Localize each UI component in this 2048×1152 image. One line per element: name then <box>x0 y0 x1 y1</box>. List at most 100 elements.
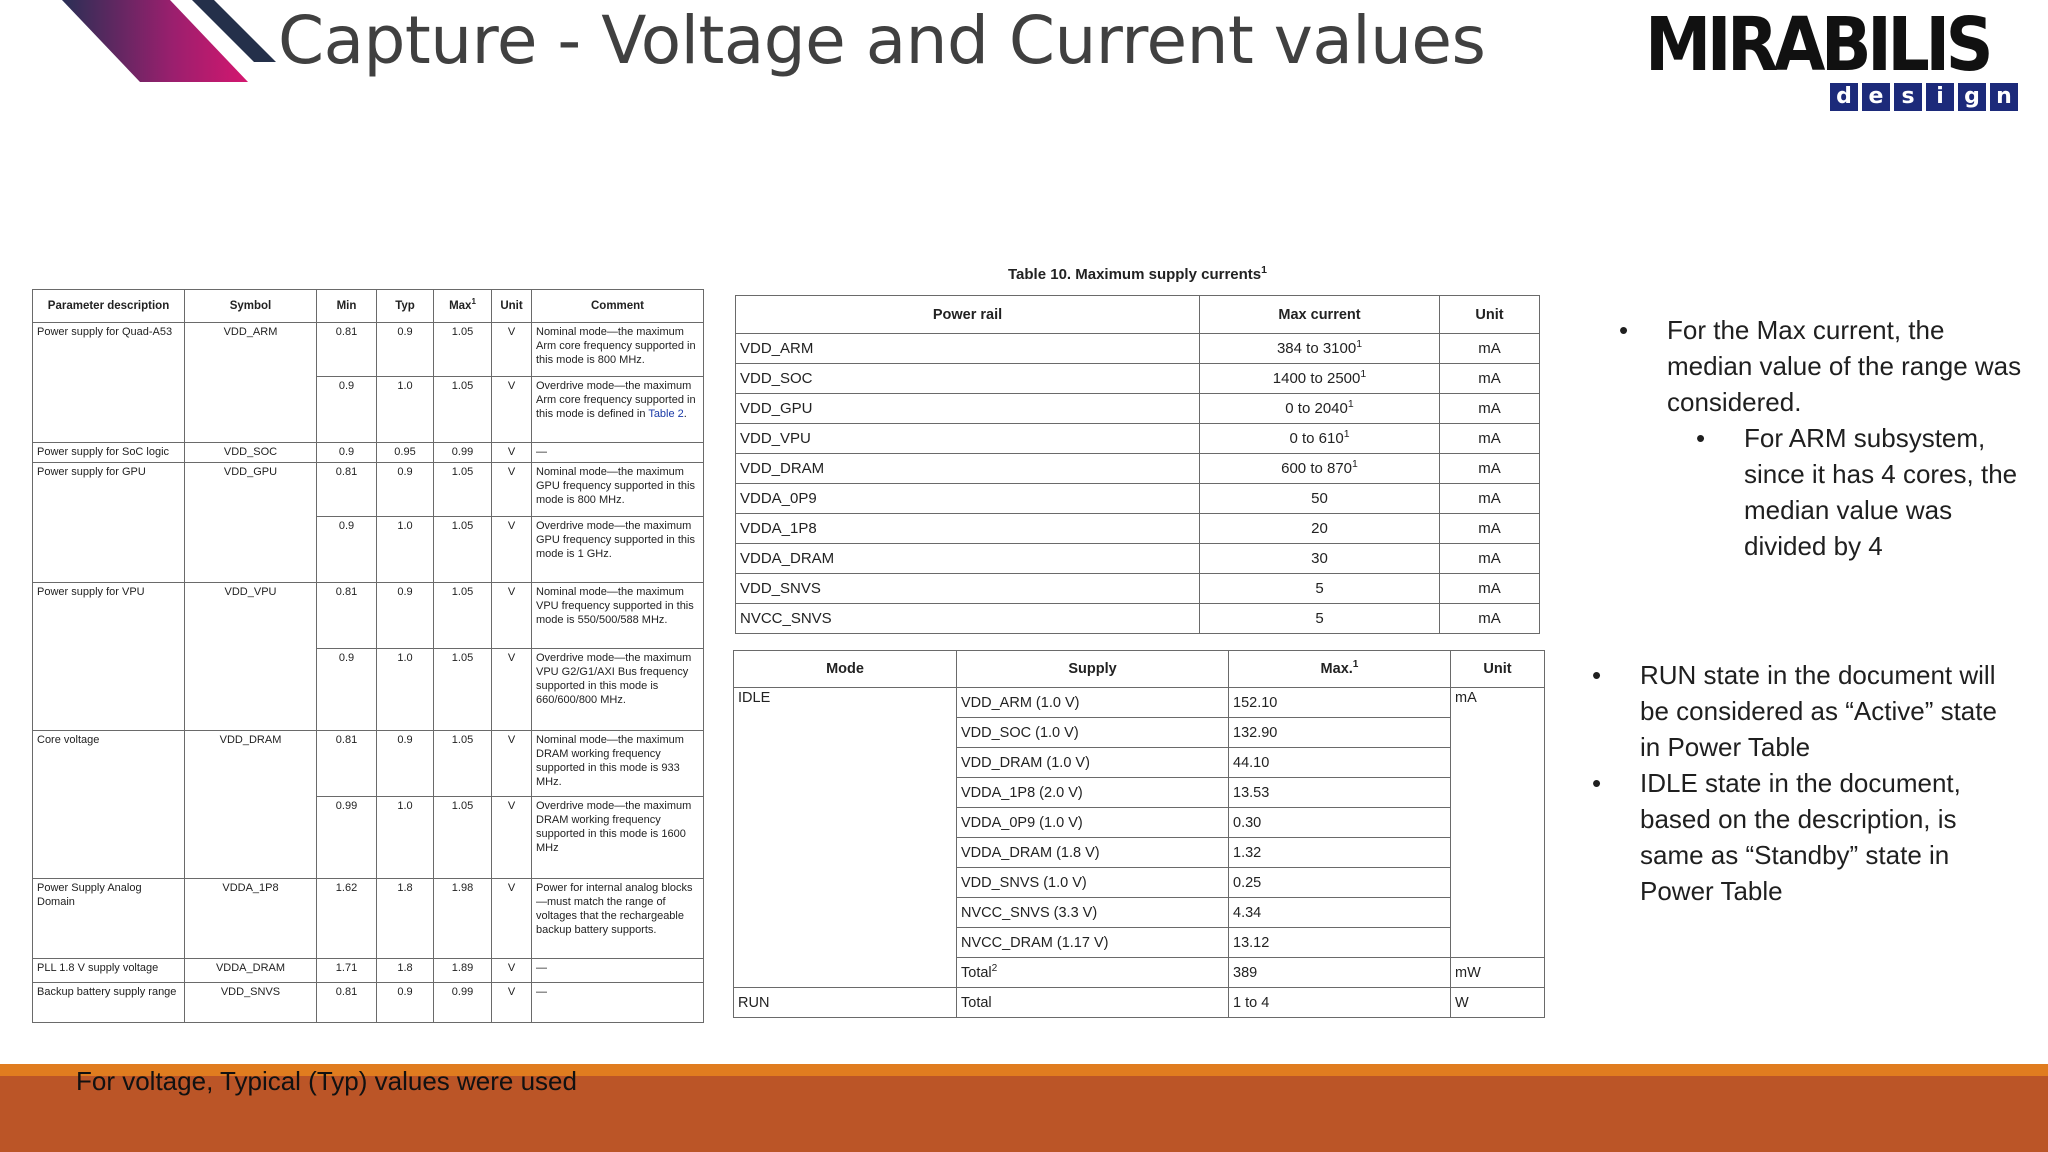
max-current-cell: 50 <box>1199 483 1440 514</box>
comment-cell: Overdrive mode—the maximum Arm core freq… <box>531 376 704 443</box>
typ-cell: 1.0 <box>376 648 434 731</box>
column-header: Max1 <box>433 289 492 323</box>
max-cell: 0.99 <box>433 982 492 1023</box>
unit-cell: V <box>491 648 532 731</box>
table-row: VDDA_1P8 (2.0 V) 13.53 <box>734 777 1545 808</box>
comment-text: Nominal mode—the maximum GPU frequency s… <box>536 466 695 506</box>
logo-letter: g <box>1958 83 1986 111</box>
comment-text: . <box>683 408 687 420</box>
parameter-cell: Power supply for VPU <box>32 582 185 731</box>
table-row: 0.9 1.0 1.05 V Overdrive mode—the maximum Ar… <box>33 376 704 443</box>
max-cell: 1.98 <box>433 878 492 959</box>
comment-text: — <box>536 986 547 998</box>
typ-cell: 0.9 <box>376 322 434 377</box>
table-row: IDLE VDD_ARM (1.0 V) 152.10 mA <box>733 687 1545 988</box>
unit-cell: V <box>491 796 532 879</box>
unit-cell: mW <box>1450 957 1545 988</box>
footnote: For voltage, Typical (Typ) values were u… <box>76 1066 577 1096</box>
max-cell: 1.32 <box>1228 837 1451 868</box>
min-cell: 0.99 <box>316 796 377 879</box>
max-current-value: 600 to 870 <box>1281 460 1353 477</box>
comment-text: Overdrive mode—the maximum VPU G2/G1/AXI… <box>536 652 692 706</box>
table-row: PLL 1.8 V supply voltage VDDA_DRAM 1.71 1.8… <box>32 958 704 983</box>
typ-cell: 0.9 <box>376 462 434 517</box>
table-row: NVCC_SNVS (3.3 V) 4.34 <box>734 897 1545 928</box>
power-rail-cell: VDDA_1P8 <box>735 513 1200 544</box>
column-header: Unit <box>1439 295 1540 334</box>
max-cell: 152.10 <box>1228 687 1451 718</box>
min-cell: 0.81 <box>316 582 377 649</box>
comment-text: Overdrive mode—the maximum Arm core freq… <box>536 380 696 420</box>
unit-cell: mA <box>1439 333 1540 364</box>
supply-cell: VDDA_DRAM (1.8 V) <box>956 837 1229 868</box>
header-decoration <box>62 0 276 82</box>
unit-cell: W <box>1450 987 1545 1018</box>
max-current-value: 5 <box>1315 580 1324 597</box>
max-cell: 0.25 <box>1228 867 1451 898</box>
max-current-cell: 5 <box>1199 573 1440 604</box>
max-cell: 13.12 <box>1228 927 1451 958</box>
unit-cell: V <box>491 376 532 443</box>
max-current-cell: 5 <box>1199 603 1440 634</box>
max-cell: 1.05 <box>433 516 492 583</box>
table-row: VDD_ARM 384 to 31001 mA <box>735 333 1540 364</box>
table-row: Backup battery supply range VDD_SNVS 0.81 0… <box>32 982 704 1023</box>
parameter-cell: Power supply for GPU <box>32 462 185 583</box>
comment-cell: — <box>531 958 704 983</box>
column-header: Typ <box>376 289 434 323</box>
footnote-marker: 1 <box>1347 398 1354 410</box>
comment-cell: Overdrive mode—the maximum DRAM working … <box>531 796 704 879</box>
max-cell: 1 to 4 <box>1228 987 1451 1018</box>
symbol-cell: VDD_VPU <box>184 582 317 731</box>
min-cell: 0.81 <box>316 462 377 517</box>
unit-cell: mA <box>1439 513 1540 544</box>
comment-cell: Nominal mode—the maximum VPU frequency s… <box>531 582 704 649</box>
state-notes: RUN state in the document will be consid… <box>1592 657 2000 909</box>
table-row: Power Supply Analog Domain VDDA_1P8 1.62 1.… <box>32 878 704 959</box>
supply-cell: VDD_SNVS (1.0 V) <box>956 867 1229 898</box>
unit-cell: mA <box>1450 687 1545 958</box>
column-header: Supply <box>956 650 1229 688</box>
comment-text: — <box>536 446 547 458</box>
table-row: Core voltage VDD_DRAM 0.81 0.9 1.05 V Nominal … <box>32 730 704 879</box>
table-row: Power supply for Quad-A53 VDD_ARM 0.81 0.9 1… <box>32 322 704 443</box>
max-cell: 44.10 <box>1228 747 1451 778</box>
voltage-table: Parameter description Symbol Min Typ Max… <box>32 289 704 1023</box>
current-notes: For the Max current, the median value of… <box>1619 312 2027 564</box>
table-reference-link[interactable]: Table 2 <box>648 408 684 420</box>
unit-cell: mA <box>1439 483 1540 514</box>
footnote-marker: 1 <box>1352 458 1358 470</box>
table-row: Power supply for SoC logic VDD_SOC 0.9 0.95… <box>32 442 704 463</box>
mode-power-table: Mode Supply Max.1 Unit IDLE VDD_ARM (1.0 … <box>733 650 1545 1018</box>
min-cell: 0.81 <box>316 730 377 797</box>
min-cell: 0.81 <box>316 322 377 377</box>
max-cell: 1.05 <box>433 796 492 879</box>
logo-wordmark: MIRABILIS <box>1645 2 1994 88</box>
comment-text: Power for internal analog blocks—must ma… <box>536 882 693 936</box>
max-cell: 0.30 <box>1228 807 1451 838</box>
footnote-marker: 1 <box>1356 338 1363 350</box>
logo-design-letters: d e s i g n <box>1830 83 2030 111</box>
power-rail-cell: VDDA_0P9 <box>735 483 1200 514</box>
power-rail-cell: VDD_GPU <box>735 393 1200 424</box>
max-current-value: 0 to 610 <box>1289 430 1344 447</box>
supply-cell: VDD_DRAM (1.0 V) <box>956 747 1229 778</box>
column-header: Max.1 <box>1228 650 1451 688</box>
max-current-value: 20 <box>1311 520 1328 537</box>
symbol-cell: VDDA_DRAM <box>184 958 317 983</box>
power-rail-cell: VDD_ARM <box>735 333 1200 364</box>
table-row: VDD_SNVS (1.0 V) 0.25 <box>734 867 1545 898</box>
comment-cell: — <box>531 442 704 463</box>
max-current-cell: 0 to 6101 <box>1199 423 1440 454</box>
parameter-cell: Power supply for Quad-A53 <box>32 322 185 443</box>
unit-cell: V <box>491 462 532 517</box>
max-cell: 1.05 <box>433 648 492 731</box>
supply-cell: VDD_SOC (1.0 V) <box>956 717 1229 748</box>
table-row: VDDA_0P9 50 mA <box>735 483 1540 514</box>
typ-cell: 0.9 <box>376 982 434 1023</box>
bullet-item: RUN state in the document will be consid… <box>1592 657 2000 765</box>
comment-cell: Nominal mode—the maximum GPU frequency s… <box>531 462 704 517</box>
comment-cell: Overdrive mode—the maximum GPU frequency… <box>531 516 704 583</box>
symbol-cell: VDD_SNVS <box>184 982 317 1023</box>
table-row: Power supply for GPU VDD_GPU 0.81 0.9 1.05 V N… <box>32 462 704 583</box>
